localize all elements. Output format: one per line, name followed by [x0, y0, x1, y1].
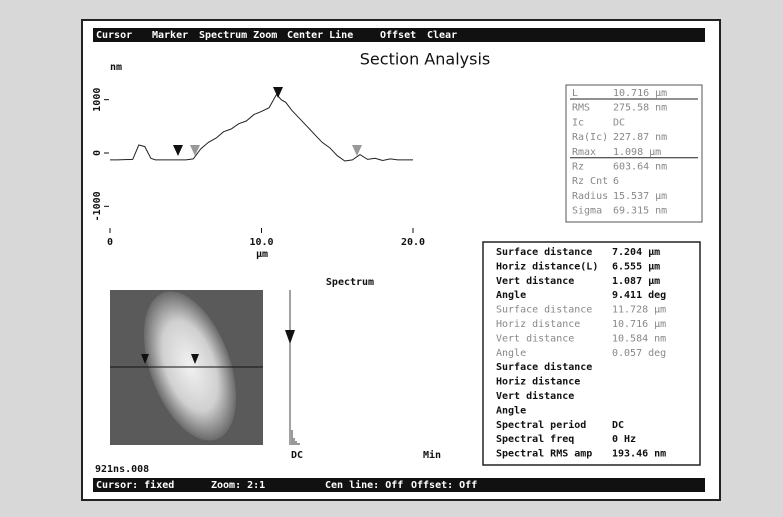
- measure-label: Vert distance: [496, 390, 574, 402]
- measure-label: Surface distance: [496, 361, 592, 373]
- measure-label: Angle: [496, 348, 526, 359]
- measure-value: 11.728 µm: [612, 305, 666, 316]
- spectrum-right: Min: [423, 449, 441, 461]
- info-value: 15.537 µm: [613, 191, 667, 202]
- spectrum-title: Spectrum: [326, 277, 374, 288]
- measure-label: Horiz distance(L): [496, 260, 598, 272]
- info-value: 227.87 nm: [613, 132, 667, 143]
- status-item: Cursor: fixed: [96, 479, 174, 491]
- spectrum-left: DC: [291, 450, 303, 461]
- measure-value: 193.46 nm: [612, 449, 666, 460]
- measure-value: 0.057 deg: [612, 348, 666, 359]
- menu-item[interactable]: Center Line: [287, 29, 353, 41]
- y-tick-label: -1000: [92, 191, 103, 221]
- measure-value: 7.204 µm: [612, 247, 660, 258]
- measure-value: 0 Hz: [612, 434, 636, 445]
- y-tick-label: 0: [92, 150, 103, 156]
- screen: Cursor Marker Spectrum Zoom Center Line Offs…: [0, 0, 783, 517]
- info-label: L: [572, 88, 578, 99]
- x-tick-label: 20.0: [401, 237, 425, 248]
- measure-label: Horiz distance: [496, 376, 580, 388]
- measure-value: 6.555 µm: [612, 261, 660, 272]
- info-value: 603.64 nm: [613, 162, 667, 173]
- info-label: Ra(Ic): [572, 132, 608, 143]
- info-value: 10.716 µm: [613, 88, 667, 99]
- menu-item[interactable]: Offset: [380, 30, 416, 41]
- file-name: 921ns.008: [95, 464, 149, 475]
- measure-label: Surface distance: [496, 246, 592, 258]
- x-tick-label: 10.0: [249, 237, 273, 248]
- info-value: 275.58 nm: [613, 103, 667, 114]
- info-label: Radius: [572, 191, 608, 202]
- measure-label: Angle: [496, 290, 526, 301]
- info-label: Rmax: [572, 147, 596, 158]
- info-label: RMS: [572, 103, 590, 114]
- menu-item[interactable]: Cursor: [96, 30, 132, 41]
- measure-value: 10.584 nm: [612, 333, 666, 344]
- status-item: Offset: Off: [411, 480, 477, 491]
- status-item: Cen line: Off: [325, 479, 403, 491]
- info-value: 1.098 µm: [613, 147, 661, 158]
- measure-value: 1.087 µm: [612, 276, 660, 287]
- title: Section Analysis: [360, 50, 490, 69]
- x-tick-label: 0: [107, 237, 113, 248]
- measure-label: Vert distance: [496, 333, 574, 344]
- y-tick-label: 1000: [92, 88, 103, 112]
- menu-item[interactable]: Marker: [152, 30, 188, 41]
- measure-value: 9.411 deg: [612, 290, 666, 301]
- measure-label: Surface distance: [496, 305, 592, 316]
- status-item: Zoom: 2:1: [211, 480, 265, 491]
- measure-label: Horiz distance: [496, 319, 580, 330]
- info-label: Sigma: [572, 206, 602, 217]
- menu-item[interactable]: Clear: [427, 30, 457, 41]
- measure-label: Spectral period: [496, 419, 586, 431]
- info-value: 69.315 nm: [613, 206, 667, 217]
- measure-label: Vert distance: [496, 275, 574, 287]
- info-label: Ic: [572, 117, 584, 128]
- measure-label: Spectral freq: [496, 434, 574, 445]
- measure-label: Spectral RMS amp: [496, 449, 592, 460]
- x-unit: µm: [256, 249, 268, 260]
- info-label: Rz: [572, 162, 584, 173]
- y-unit: nm: [110, 62, 122, 73]
- measure-value: 10.716 µm: [612, 319, 666, 330]
- menu-item[interactable]: Spectrum Zoom: [199, 30, 277, 41]
- info-value: DC: [613, 117, 625, 128]
- info-label: Rz Cnt: [572, 176, 608, 187]
- measure-value: DC: [612, 420, 624, 431]
- measure-label: Angle: [496, 405, 526, 416]
- info-value: 6: [613, 176, 619, 187]
